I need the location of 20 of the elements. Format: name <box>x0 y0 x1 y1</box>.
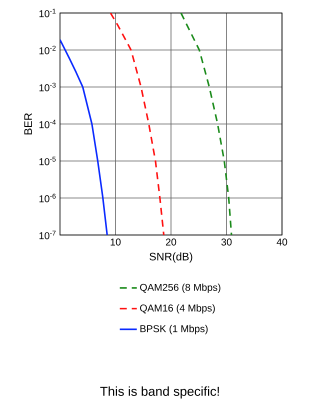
legend-label: QAM256 (8 Mbps) <box>140 284 220 293</box>
y-tick-label: 10$^{-5}$ <box>39 156 56 166</box>
x-tick-label: 10 <box>110 238 121 246</box>
y-tick-label: 10$^{-4}$ <box>39 120 56 128</box>
line-series <box>60 38 108 236</box>
line-series <box>110 13 165 236</box>
text: This is band specific! <box>100 386 219 398</box>
x-tick-label: 20 <box>166 238 176 246</box>
legend-label: BPSK (1 Mbps) <box>140 324 208 334</box>
line-series <box>180 13 232 236</box>
x-axis-title: SNR(dB) <box>150 252 192 263</box>
y-tick-label: 10$^{-7}$ <box>39 230 56 240</box>
x-tick-label: 30 <box>221 238 232 246</box>
x-tick-label: 40 <box>276 238 288 246</box>
y-tick-label: 10$^{-1}$ <box>39 8 56 18</box>
y-axis-title: BER <box>24 113 32 134</box>
y-tick-label: 10$^{-2}$ <box>39 46 56 54</box>
y-tick-label: 10$^{-6}$ <box>39 194 56 202</box>
legend-label: QAM16 (4 Mbps) <box>140 304 215 314</box>
y-tick-label: 10$^{-3}$ <box>39 82 56 92</box>
